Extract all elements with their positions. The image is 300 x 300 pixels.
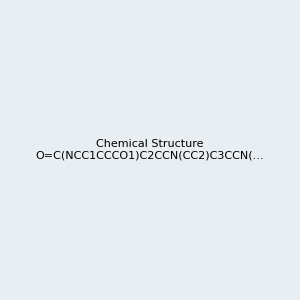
Text: Chemical Structure
O=C(NCC1CCCO1)C2CCN(CC2)C3CCN(...: Chemical Structure O=C(NCC1CCCO1)C2CCN(C… (36, 139, 264, 161)
